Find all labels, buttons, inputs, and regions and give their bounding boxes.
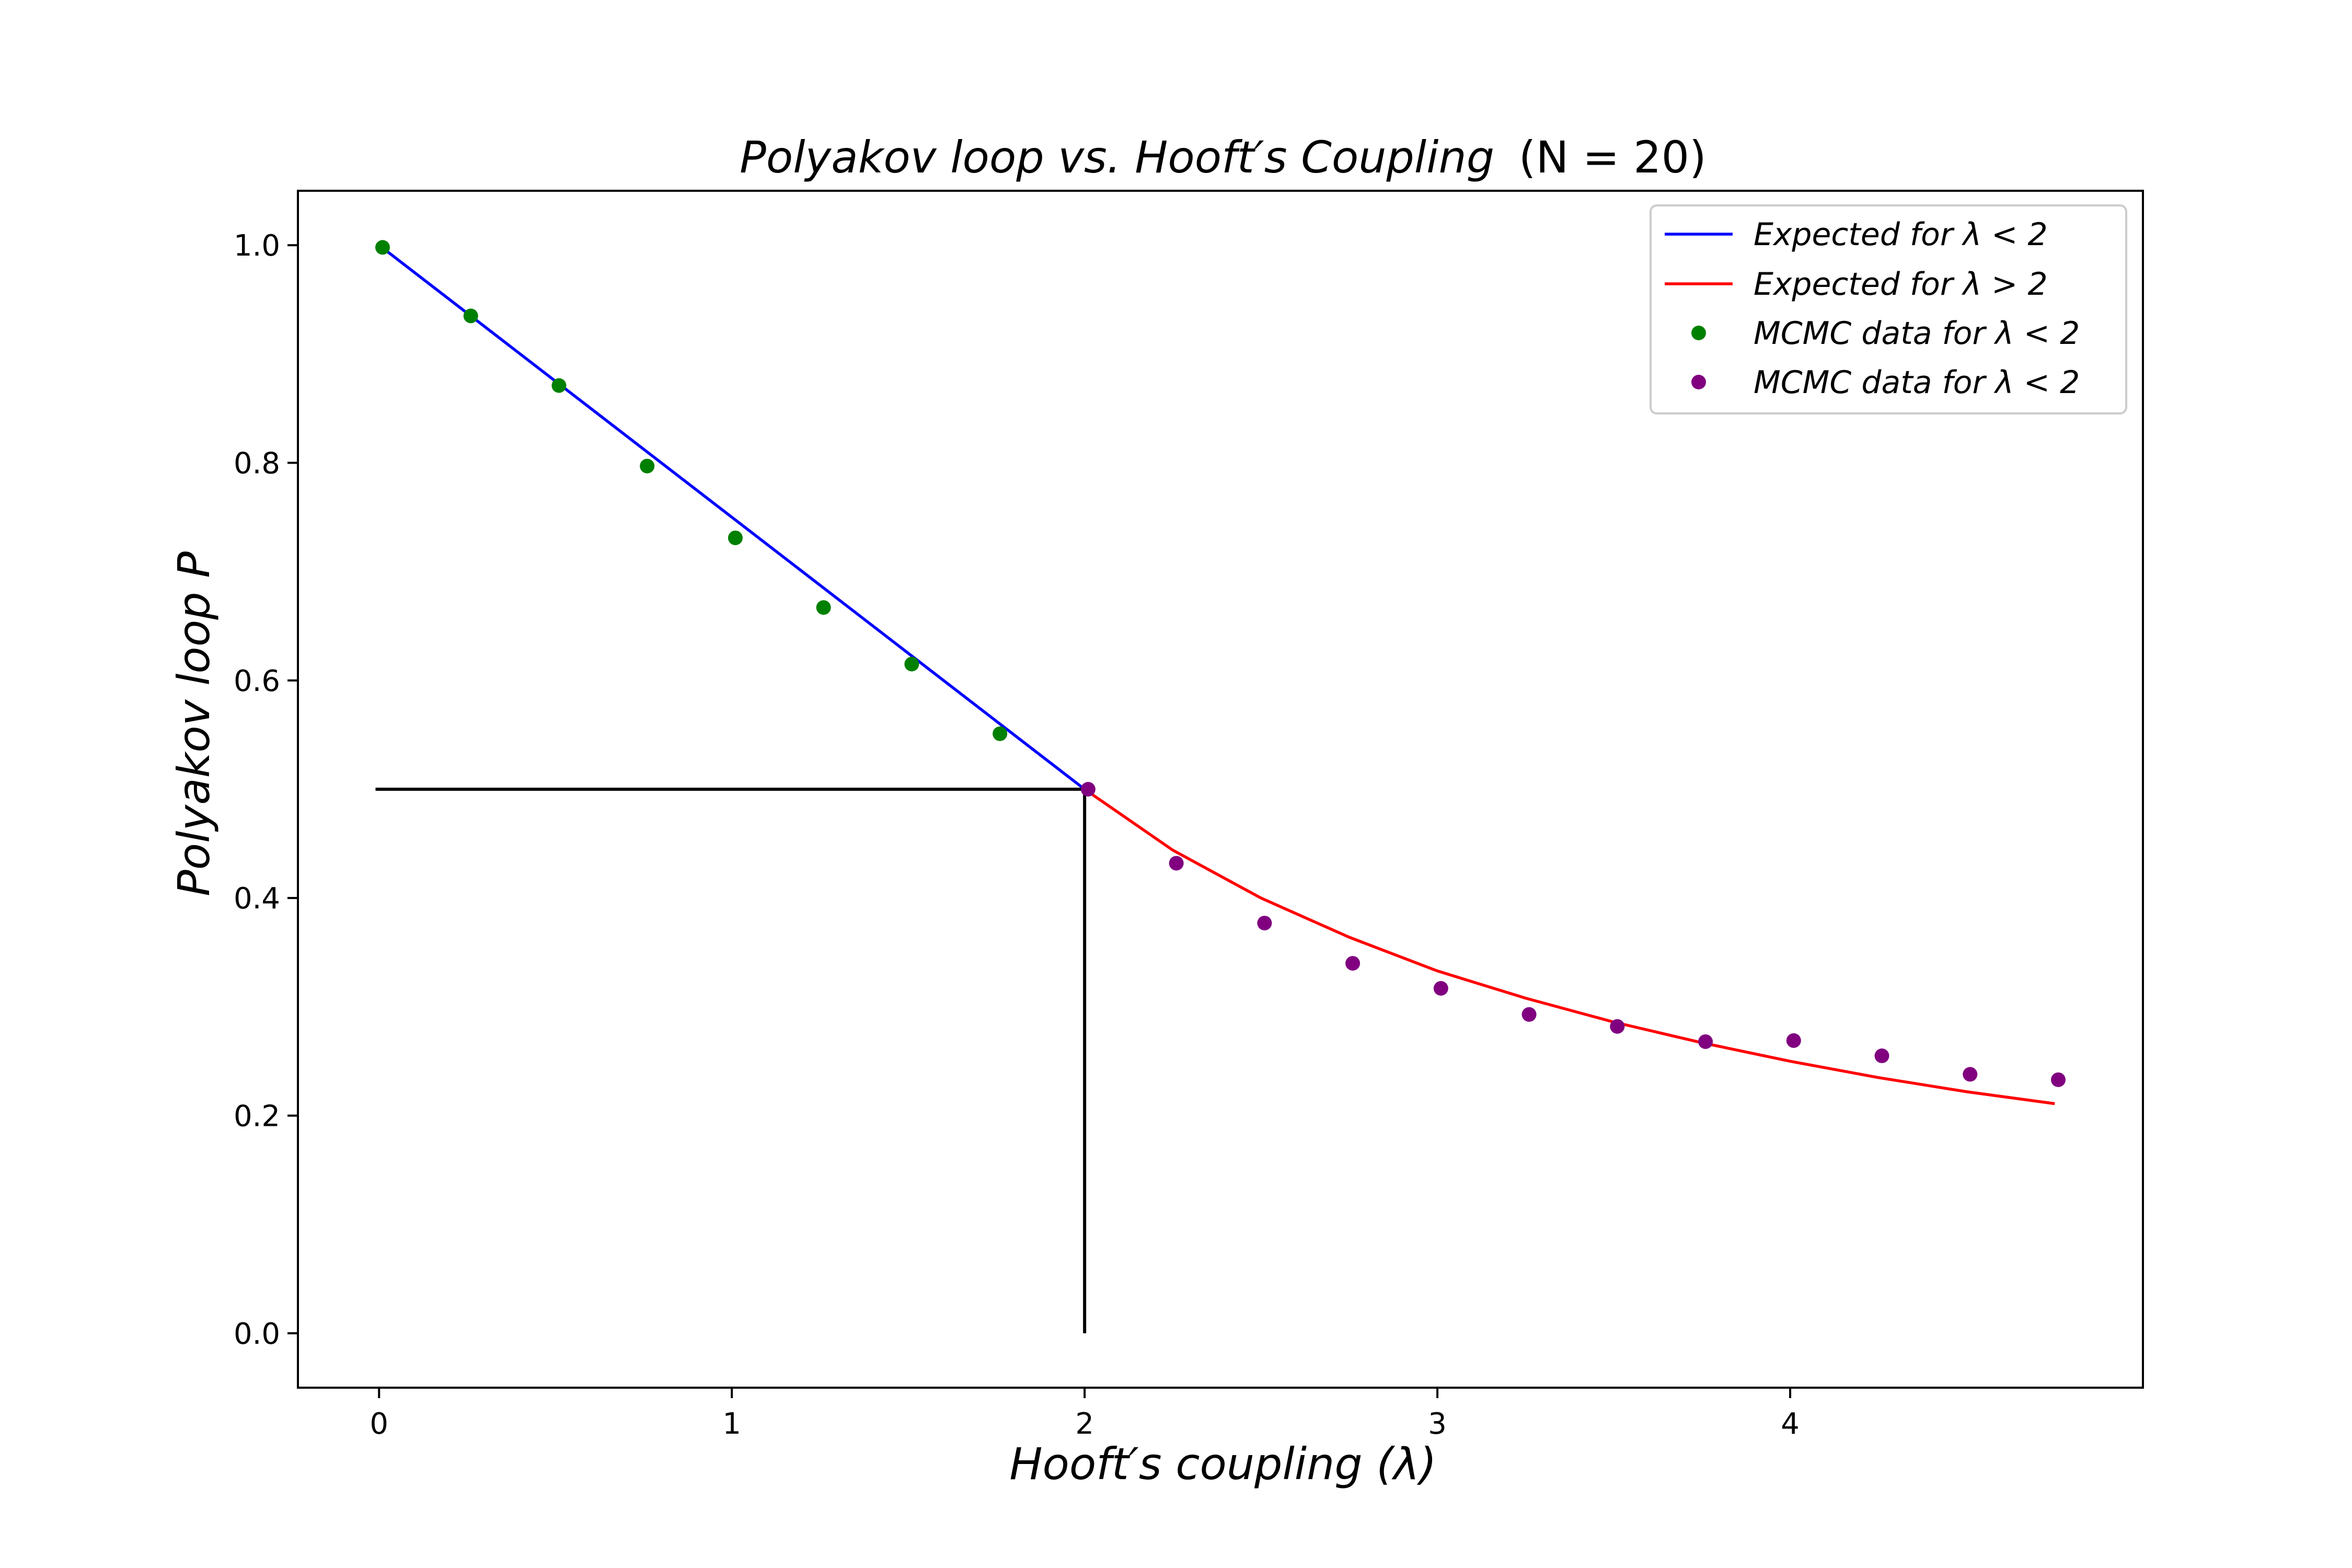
- y-tick-label: 0.0: [234, 1317, 280, 1351]
- x-tick-label: 0: [370, 1407, 388, 1441]
- data-point-series-4-10: [1874, 1048, 1889, 1064]
- legend-box: [1650, 204, 2127, 414]
- y-tick-label: 0.2: [234, 1100, 280, 1134]
- y-axis-ticks: 0.0 0.2 0.4 0.6 0.8 1.0: [234, 229, 298, 1351]
- data-point-series-3-8: [993, 726, 1008, 741]
- legend-marker-swatch: [1691, 375, 1706, 389]
- x-axis-label: Hooft′s coupling (λ): [1009, 1438, 1436, 1490]
- data-point-series-3-1: [375, 240, 390, 255]
- chart-title-suffix: (N = 20): [1519, 132, 1707, 183]
- data-point-series-4-7: [1610, 1019, 1625, 1034]
- data-point-series-4-12: [2051, 1072, 2066, 1087]
- y-axis-label: Polyakov loop P: [168, 551, 220, 896]
- data-point-series-3-7: [904, 656, 919, 672]
- data-point-series-3-3: [551, 378, 567, 393]
- x-tick-label: 1: [722, 1407, 741, 1441]
- y-tick-label: 0.8: [234, 446, 280, 480]
- legend-label: MCMC data for λ < 2: [1754, 364, 2080, 401]
- x-tick-label: 4: [1781, 1407, 1800, 1441]
- legend-label: Expected for λ > 2: [1754, 266, 2048, 303]
- data-point-series-4-5: [1433, 981, 1448, 996]
- data-point-series-4-2: [1169, 856, 1184, 871]
- y-tick-label: 0.6: [234, 664, 280, 698]
- reference-lines: [375, 788, 1087, 1333]
- data-point-series-3-6: [816, 600, 831, 615]
- data-point-series-4-3: [1257, 916, 1272, 931]
- data-point-series-4-11: [1963, 1067, 1978, 1082]
- y-tick-label: 1.0: [234, 229, 280, 263]
- series-points: [375, 240, 2066, 1087]
- data-point-series-4-4: [1345, 956, 1361, 971]
- legend: Expected for λ < 2 Expected for λ > 2 MCMC…: [1650, 204, 2127, 414]
- series-lines: [378, 244, 2055, 1105]
- data-point-series-3-4: [640, 458, 655, 474]
- x-tick-label: 2: [1075, 1407, 1094, 1441]
- data-point-series-4-8: [1698, 1034, 1713, 1049]
- data-point-series-3-2: [463, 308, 478, 324]
- x-tick-label: 3: [1428, 1407, 1447, 1441]
- chart-title-main: Polyakov loop vs. Hooft′s Coupling: [740, 132, 1494, 183]
- series-line-1: [378, 244, 1086, 791]
- legend-items: Expected for λ < 2 Expected for λ > 2 MCMC…: [1665, 216, 2080, 401]
- data-point-series-3-5: [728, 531, 743, 546]
- legend-label: MCMC data for λ < 2: [1754, 315, 2080, 352]
- data-point-series-4-9: [1786, 1033, 1801, 1048]
- data-point-series-4-6: [1521, 1007, 1537, 1022]
- legend-marker-swatch: [1691, 326, 1706, 340]
- y-tick-label: 0.4: [234, 882, 280, 916]
- x-axis-ticks: 0 1 2 3 4: [370, 1388, 1800, 1441]
- data-point-series-4-1: [1080, 782, 1096, 797]
- plot-area-frame: [297, 190, 2144, 1389]
- chart-title: Polyakov loop vs. Hooft′s Coupling (N = …: [740, 132, 1707, 183]
- series-line-2: [1083, 788, 2055, 1105]
- legend-label: Expected for λ < 2: [1754, 216, 2048, 253]
